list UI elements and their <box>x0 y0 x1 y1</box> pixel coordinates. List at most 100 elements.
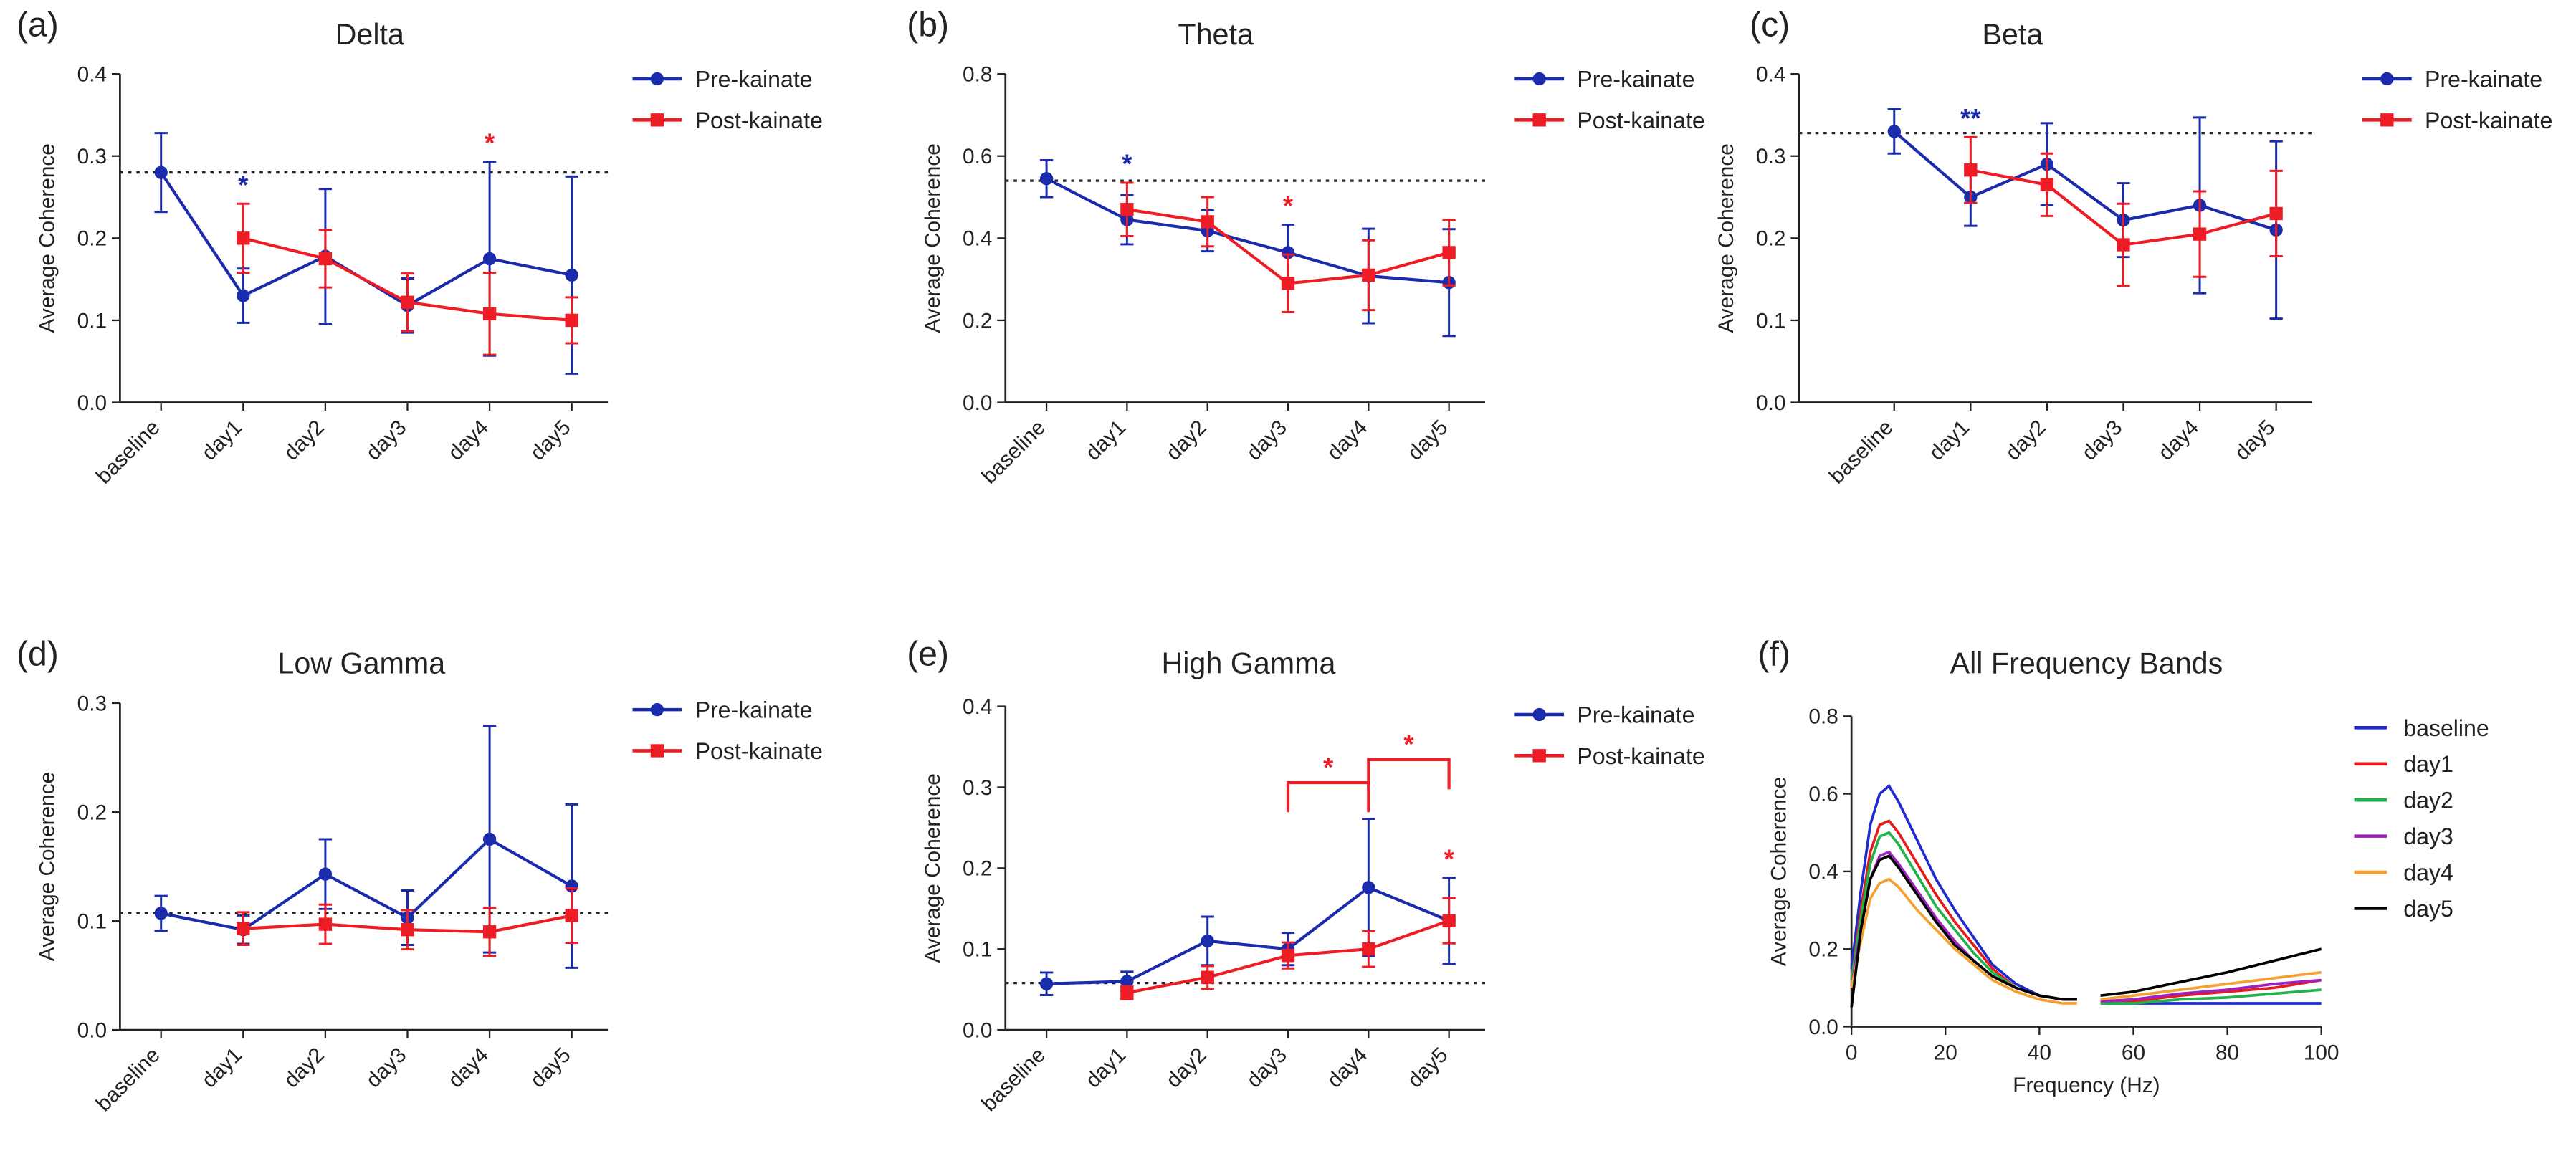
y-tick-label: 0.2 <box>77 227 107 251</box>
legend-label: Pre-kainate <box>2425 66 2542 92</box>
y-tick-label: 0.2 <box>963 857 992 881</box>
significance-star: * <box>1403 730 1414 759</box>
x-tick-label: 100 <box>2304 1041 2339 1064</box>
y-axis-label: Average Coherence <box>36 143 59 333</box>
series-line <box>1046 177 1449 285</box>
point <box>1281 949 1295 963</box>
y-tick-label: 0.6 <box>1808 783 1838 806</box>
legend-label: Pre-kainate <box>1577 702 1694 727</box>
y-tick-label: 0.1 <box>77 309 107 333</box>
chart-title: Low Gamma <box>277 647 445 680</box>
significance-star: * <box>1323 753 1334 782</box>
point <box>1281 277 1295 290</box>
point <box>154 166 168 179</box>
y-tick-label: 0.1 <box>77 909 107 933</box>
legend-label: Post-kainate <box>2425 108 2552 133</box>
x-tick-label: day1 <box>197 1043 247 1092</box>
series-line <box>1850 783 2322 1005</box>
x-tick-label: baseline <box>977 1043 1050 1116</box>
legend-marker <box>2380 72 2394 86</box>
x-tick-label: 0 <box>1846 1041 1858 1064</box>
y-tick-label: 0.0 <box>963 1018 992 1042</box>
legend-label: day1 <box>2403 751 2453 777</box>
point <box>482 307 497 320</box>
x-tick-label: 60 <box>2122 1041 2145 1064</box>
point <box>565 313 578 328</box>
legend-label: Post-kainate <box>695 108 823 133</box>
y-axis-label: Average Coherence <box>36 772 59 961</box>
legend-marker <box>1532 72 1546 86</box>
point <box>1964 163 1978 177</box>
x-tick-label: day2 <box>1162 1043 1211 1092</box>
panel-label: (e) <box>907 634 949 673</box>
legend-label: Pre-kainate <box>695 697 813 723</box>
series-line <box>1046 886 1450 985</box>
panel-label: (b) <box>907 5 949 44</box>
chart-title: All Frequency Bands <box>1950 647 2223 680</box>
significance-star: * <box>1444 844 1454 874</box>
point <box>1201 934 1214 948</box>
point <box>318 867 333 881</box>
y-tick-label: 0.4 <box>77 62 107 86</box>
y-tick-label: 0.2 <box>963 309 992 333</box>
series-line <box>1850 854 2322 1008</box>
point <box>1120 203 1134 216</box>
point <box>1201 970 1214 984</box>
y-tick-label: 0.8 <box>963 62 992 86</box>
y-tick-label: 0.1 <box>963 938 992 962</box>
point <box>565 268 578 282</box>
x-tick-label: day5 <box>2231 416 2280 465</box>
y-tick-label: 0.3 <box>1756 145 1785 168</box>
series-line <box>1893 130 2277 231</box>
point <box>1442 246 1456 259</box>
point <box>237 289 250 302</box>
legend-marker <box>2380 113 2394 127</box>
x-tick-label: day1 <box>1924 416 1974 465</box>
point <box>1039 977 1054 990</box>
y-tick-label: 0.0 <box>77 1018 107 1042</box>
y-tick-label: 0.3 <box>77 692 107 715</box>
point <box>318 917 333 931</box>
y-axis-label: Average Coherence <box>921 773 945 963</box>
point <box>1201 215 1214 229</box>
y-tick-label: 0.3 <box>963 776 992 800</box>
panel-label: (f) <box>1758 634 1790 673</box>
y-tick-label: 0.2 <box>1756 227 1785 251</box>
legend-marker <box>1532 749 1546 763</box>
point <box>1362 881 1375 894</box>
point <box>401 295 414 309</box>
y-tick-label: 0.0 <box>1756 391 1785 415</box>
legend-label: day2 <box>2403 788 2453 813</box>
legend-label: day3 <box>2403 823 2453 849</box>
point <box>482 832 497 846</box>
point <box>1887 125 1901 138</box>
point <box>565 879 578 893</box>
significance-star: * <box>1122 149 1132 178</box>
point <box>318 252 333 266</box>
x-tick-label: day1 <box>1081 1043 1130 1092</box>
y-tick-label: 0.4 <box>1808 860 1838 884</box>
x-tick-label: day4 <box>2154 416 2203 465</box>
x-tick-label: day2 <box>2001 416 2051 465</box>
significance-bracket <box>1286 780 1370 813</box>
chart-title: Delta <box>335 18 404 51</box>
x-tick-label: 40 <box>2028 1041 2051 1064</box>
point <box>1362 268 1375 282</box>
point <box>401 923 414 937</box>
point <box>2269 206 2283 221</box>
point <box>2117 238 2130 252</box>
point <box>237 231 250 245</box>
legend-label: day5 <box>2403 896 2453 922</box>
legend-marker <box>650 744 664 758</box>
y-tick-label: 0.4 <box>963 227 992 251</box>
x-tick-label: baseline <box>92 1043 165 1116</box>
x-tick-label: day3 <box>2077 416 2127 465</box>
x-tick-label: 20 <box>1934 1041 1957 1064</box>
y-axis-label: Average Coherence <box>1767 777 1790 966</box>
legend-label: Pre-kainate <box>1577 66 1694 92</box>
significance-bracket <box>1367 758 1451 790</box>
legend-label: Pre-kainate <box>695 66 813 92</box>
point <box>1362 942 1375 956</box>
